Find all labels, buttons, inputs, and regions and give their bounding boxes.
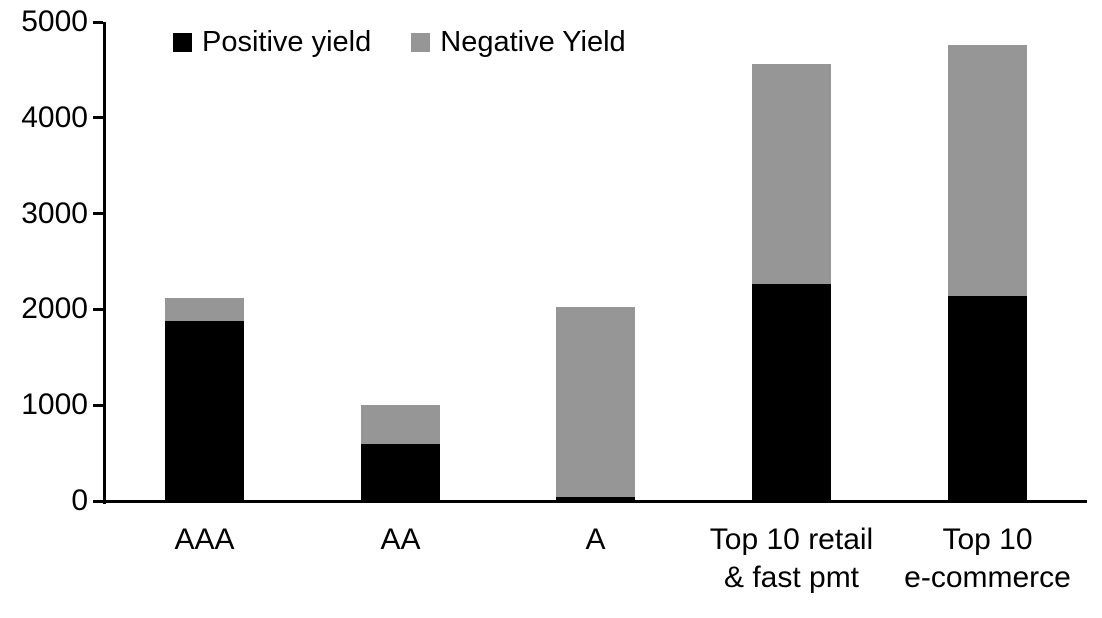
y-tick-label: 5000 — [21, 5, 88, 38]
y-tick-mark — [93, 403, 103, 407]
bar-segment-negative — [165, 297, 244, 321]
legend-item-positive: Positive yield — [173, 28, 371, 57]
x-category-label: A — [585, 523, 606, 556]
y-tick-label: 2000 — [21, 292, 88, 326]
x-category-label: Top 10 e-commerce — [904, 523, 1071, 594]
y-tick-label: 3000 — [21, 196, 88, 230]
bar-segment-positive — [556, 497, 635, 501]
legend-label: Negative Yield — [440, 26, 626, 58]
bar-segment-negative — [361, 405, 440, 444]
y-tick-label: 1000 — [21, 388, 88, 422]
bar-segment-negative — [948, 44, 1027, 296]
legend-label: Positive yield — [202, 26, 372, 58]
y-tick-mark — [93, 307, 103, 311]
y-tick-mark — [93, 20, 103, 24]
x-category-label: AA — [380, 523, 421, 556]
x-category-label: Top 10 retail & fast pmt — [709, 523, 874, 594]
x-category-label: AAA — [174, 523, 235, 556]
bar-segment-positive — [361, 443, 440, 501]
y-tick-label: 4000 — [21, 100, 88, 134]
y-tick-mark — [93, 499, 103, 503]
y-axis-line — [103, 22, 106, 504]
y-tick-mark — [93, 116, 103, 120]
bar-segment-positive — [752, 283, 831, 501]
bar-segment-positive — [165, 320, 244, 501]
y-tick-label: 0 — [71, 484, 88, 517]
legend-swatch-icon — [411, 33, 431, 52]
legend-swatch-icon — [173, 33, 192, 52]
bar-segment-negative — [752, 64, 831, 284]
bar-segment-negative — [556, 306, 635, 498]
y-tick-mark — [93, 212, 103, 216]
bar-segment-positive — [948, 295, 1027, 501]
legend-item-negative: Negative Yield — [411, 26, 626, 58]
chart-legend: Positive yield Negative Yield — [173, 28, 626, 57]
x-axis-line — [103, 500, 1087, 503]
